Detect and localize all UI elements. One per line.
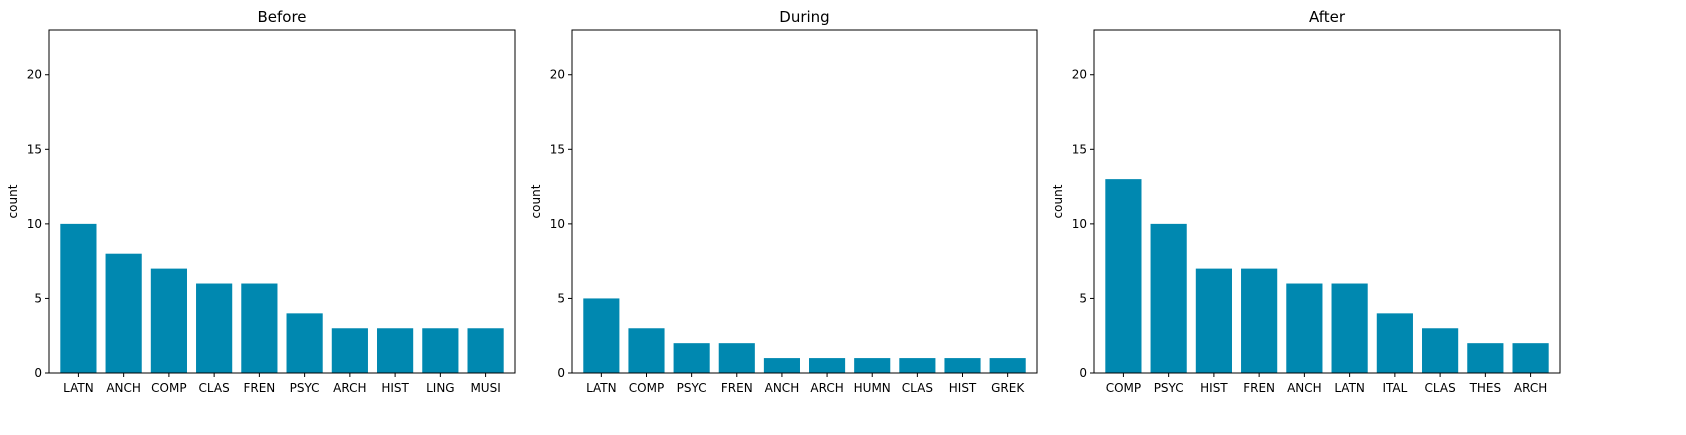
y-tick-label: 10 bbox=[1072, 217, 1087, 231]
x-tick-label: ANCH bbox=[765, 381, 800, 395]
y-tick-label: 20 bbox=[27, 68, 42, 82]
x-tick-label: FREN bbox=[1243, 381, 1275, 395]
bar-psyc bbox=[673, 343, 710, 373]
y-tick-label: 20 bbox=[550, 68, 565, 82]
x-tick-label: ARCH bbox=[333, 381, 366, 395]
y-tick-label: 0 bbox=[1079, 366, 1087, 380]
bar-latn bbox=[60, 223, 97, 373]
x-tick-label: COMP bbox=[151, 381, 186, 395]
bar-psyc bbox=[1150, 223, 1187, 373]
bar-ling bbox=[422, 328, 459, 373]
bar-clas bbox=[196, 283, 233, 373]
bar-clas bbox=[899, 358, 936, 373]
bar-comp bbox=[150, 268, 187, 373]
y-tick-label: 5 bbox=[1079, 291, 1087, 305]
bar-anch bbox=[105, 253, 142, 373]
x-tick-label: HIST bbox=[381, 381, 409, 395]
y-tick-label: 10 bbox=[550, 217, 565, 231]
x-tick-label: THES bbox=[1469, 381, 1502, 395]
x-tick-label: HIST bbox=[1200, 381, 1228, 395]
bar-psyc bbox=[286, 313, 323, 373]
bar-comp bbox=[1105, 179, 1142, 373]
bar-arch bbox=[1512, 343, 1549, 373]
chart-panel-1: 0 5 10 15 20 LATN COMP PSYC FREN ANCH ARCH HUMN CLAS… bbox=[529, 8, 1038, 395]
x-tick-label: ARCH bbox=[810, 381, 843, 395]
x-tick-label: ANCH bbox=[106, 381, 141, 395]
x-tick-label: FREN bbox=[243, 381, 275, 395]
chart-title: After bbox=[1309, 8, 1346, 26]
x-tick-label: GREK bbox=[991, 381, 1025, 395]
x-tick-label: COMP bbox=[629, 381, 664, 395]
x-tick-label: ANCH bbox=[1287, 381, 1322, 395]
x-tick-label: CLAS bbox=[1425, 381, 1456, 395]
y-tick-label: 0 bbox=[34, 366, 42, 380]
y-tick-label: 10 bbox=[27, 217, 42, 231]
x-tick-label: PSYC bbox=[290, 381, 320, 395]
bar-grek bbox=[989, 358, 1026, 373]
plot-frame bbox=[48, 29, 516, 374]
y-tick-label: 0 bbox=[557, 366, 565, 380]
bar-humn bbox=[854, 358, 891, 373]
bar-latn bbox=[583, 298, 620, 373]
y-axis-label: count bbox=[529, 184, 543, 218]
x-tick-label: ITAL bbox=[1382, 381, 1407, 395]
bar-arch bbox=[809, 358, 846, 373]
x-tick-label: LING bbox=[426, 381, 455, 395]
y-tick-label: 15 bbox=[550, 142, 565, 156]
bar-fren bbox=[1241, 268, 1278, 373]
x-tick-label: ARCH bbox=[1514, 381, 1547, 395]
x-tick-label: COMP bbox=[1106, 381, 1141, 395]
bar-anch bbox=[1286, 283, 1323, 373]
y-tick-label: 20 bbox=[1072, 68, 1087, 82]
bar-arch bbox=[331, 328, 368, 373]
bar-fren bbox=[718, 343, 755, 373]
y-axis-label: count bbox=[1051, 184, 1065, 218]
bar-hist bbox=[1195, 268, 1232, 373]
x-tick-label: HIST bbox=[949, 381, 977, 395]
x-tick-label: LATN bbox=[63, 381, 94, 395]
bar-latn bbox=[1331, 283, 1368, 373]
x-tick-label: LATN bbox=[586, 381, 617, 395]
bar-hist bbox=[944, 358, 981, 373]
bar-hist bbox=[377, 328, 414, 373]
chart-title: During bbox=[779, 8, 829, 26]
y-tick-label: 5 bbox=[557, 291, 565, 305]
x-tick-label: LATN bbox=[1334, 381, 1365, 395]
bar-comp bbox=[628, 328, 665, 373]
x-tick-label: PSYC bbox=[1154, 381, 1184, 395]
bar-anch bbox=[763, 358, 800, 373]
chart-panel-0: 0 5 10 15 20 LATN ANCH COMP CLAS FREN PSYC ARCH HIST… bbox=[6, 8, 516, 395]
bar-fren bbox=[241, 283, 278, 373]
chart-panel-2: 0 5 10 15 20 COMP PSYC HIST FREN ANCH LATN ITAL CLAS… bbox=[1051, 8, 1561, 395]
x-tick-label: HUMN bbox=[854, 381, 891, 395]
chart-title: Before bbox=[257, 8, 306, 26]
y-axis-label: count bbox=[6, 184, 20, 218]
bar-clas bbox=[1422, 328, 1459, 373]
bar-ital bbox=[1376, 313, 1413, 373]
plot-frame bbox=[1093, 29, 1561, 374]
bar-musi bbox=[467, 328, 504, 373]
y-tick-label: 5 bbox=[34, 291, 42, 305]
y-tick-label: 15 bbox=[1072, 142, 1087, 156]
x-tick-label: MUSI bbox=[470, 381, 500, 395]
plot-frame bbox=[571, 29, 1038, 374]
x-tick-label: PSYC bbox=[677, 381, 707, 395]
x-tick-label: CLAS bbox=[199, 381, 230, 395]
x-tick-label: FREN bbox=[721, 381, 753, 395]
x-tick-label: CLAS bbox=[902, 381, 933, 395]
bar-thes bbox=[1467, 343, 1504, 373]
y-tick-label: 15 bbox=[27, 142, 42, 156]
